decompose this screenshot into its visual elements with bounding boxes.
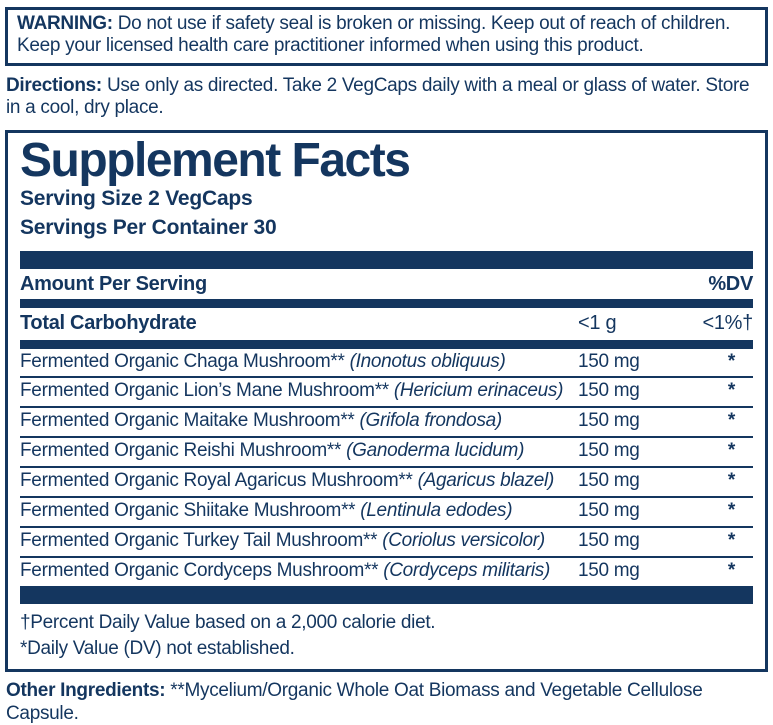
ingredient-row: Fermented Organic Shiitake Mushroom** (L…	[20, 496, 753, 526]
ingredient-latin-name: (Hericium erinaceus)	[393, 380, 564, 402]
separator-bar-medium	[20, 298, 753, 308]
footnote-daily-value: †Percent Daily Value based on a 2,000 ca…	[20, 611, 436, 633]
ingredient-dv: *	[727, 380, 735, 402]
warning-label: WARNING:	[17, 13, 113, 34]
ingredient-name: Fermented Organic Lion’s Mane Mushroom**	[20, 380, 389, 402]
ingredient-latin-name: (Lentinula edodes)	[360, 500, 513, 522]
nutrient-amount: <1 g	[578, 311, 617, 334]
ingredient-latin-name: (Grifola frondosa)	[359, 410, 503, 432]
ingredient-name: Fermented Organic Turkey Tail Mushroom**	[20, 529, 378, 551]
ingredient-dv: *	[727, 350, 735, 372]
directions: Directions: Use only as directed. Take 2…	[5, 75, 768, 120]
footnotes: †Percent Daily Value based on a 2,000 ca…	[20, 610, 753, 663]
ingredient-dv: *	[727, 559, 735, 581]
ingredient-latin-name: (Inonotus obliquus)	[349, 350, 506, 372]
ingredient-row: Fermented Organic Turkey Tail Mushroom**…	[20, 525, 753, 556]
supplement-facts-title: Supplement Facts	[20, 133, 411, 187]
ingredient-latin-name: (Coriolus versicolor)	[382, 529, 545, 551]
ingredient-dv: *	[727, 440, 735, 462]
warning-text: Do not use if safety seal is broken or m…	[17, 13, 731, 57]
ingredient-amount: 150 mg	[578, 470, 640, 492]
dv-column-header: %DV	[708, 272, 753, 295]
ingredient-name: Fermented Organic Reishi Mushroom**	[20, 440, 342, 462]
ingredient-amount: 150 mg	[578, 529, 640, 551]
separator-bar-medium	[20, 339, 753, 349]
ingredient-amount: 150 mg	[578, 500, 640, 522]
ingredient-row: Fermented Organic Royal Agaricus Mushroo…	[20, 466, 753, 496]
ingredient-amount: 150 mg	[578, 440, 640, 462]
ingredient-name: Fermented Organic Cordyceps Mushroom**	[20, 559, 379, 581]
servings-per-container: Servings Per Container 30	[20, 215, 277, 239]
ingredient-amount: 150 mg	[578, 410, 640, 432]
nutrient-dv: <1%†	[702, 311, 753, 334]
ingredient-latin-name: (Agaricus blazel)	[417, 470, 555, 492]
other-ingredients-label: Other Ingredients:	[6, 679, 166, 701]
amount-per-serving-header: Amount Per Serving	[20, 272, 207, 295]
ingredient-row: Fermented Organic Cordyceps Mushroom** (…	[20, 555, 753, 586]
ingredient-row: Fermented Organic Maitake Mushroom** (Gr…	[20, 406, 753, 436]
directions-label: Directions:	[6, 74, 102, 96]
ingredient-amount: 150 mg	[578, 559, 640, 581]
directions-text: Use only as directed. Take 2 VegCaps dai…	[6, 74, 750, 119]
ingredient-table: Fermented Organic Chaga Mushroom** (Inon…	[20, 349, 753, 586]
ingredient-dv: *	[727, 470, 735, 492]
warning-box: WARNING: Do not use if safety seal is br…	[5, 7, 768, 66]
ingredient-row: Fermented Organic Lion’s Mane Mushroom**…	[20, 376, 753, 406]
serving-size: Serving Size 2 VegCaps	[20, 186, 253, 210]
ingredient-name: Fermented Organic Maitake Mushroom**	[20, 410, 355, 432]
footnote-dv-not-established: *Daily Value (DV) not established.	[20, 638, 295, 660]
ingredient-amount: 150 mg	[578, 350, 640, 372]
nutrient-name: Total Carbohydrate	[20, 311, 197, 334]
separator-bar-thick	[20, 585, 753, 604]
other-ingredients: Other Ingredients: **Mycelium/Organic Wh…	[5, 680, 768, 725]
ingredient-name: Fermented Organic Royal Agaricus Mushroo…	[20, 470, 413, 492]
ingredient-dv: *	[727, 500, 735, 522]
ingredient-amount: 150 mg	[578, 380, 640, 402]
ingredient-dv: *	[727, 410, 735, 432]
ingredient-name: Fermented Organic Chaga Mushroom**	[20, 350, 345, 372]
ingredient-latin-name: (Cordyceps militaris)	[383, 559, 551, 581]
ingredient-latin-name: (Ganoderma lucidum)	[346, 440, 525, 462]
separator-bar-thick	[20, 250, 753, 269]
total-carbohydrate-row: Total Carbohydrate <1 g <1%†	[20, 308, 753, 340]
ingredient-row: Fermented Organic Reishi Mushroom** (Gan…	[20, 436, 753, 466]
ingredient-dv: *	[727, 529, 735, 551]
ingredient-row: Fermented Organic Chaga Mushroom** (Inon…	[20, 349, 753, 377]
supplement-facts-panel: Supplement Facts Serving Size 2 VegCaps …	[5, 129, 768, 672]
table-header-row: Amount Per Serving %DV	[20, 269, 753, 299]
ingredient-name: Fermented Organic Shiitake Mushroom**	[20, 500, 356, 522]
